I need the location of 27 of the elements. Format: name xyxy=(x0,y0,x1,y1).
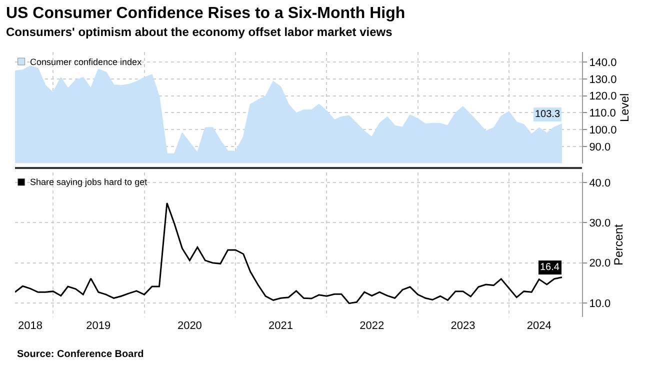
legend-label: Share saying jobs hard to get xyxy=(30,177,148,187)
y-tick-label: 120.0 xyxy=(589,90,617,103)
x-tick-label: 2022 xyxy=(360,320,384,332)
y-axis-title: Level xyxy=(618,93,632,122)
y-tick-label: 140.0 xyxy=(589,56,617,69)
y-tick-label: 90.0 xyxy=(589,141,611,154)
y-tick-label: 30.0 xyxy=(589,218,611,230)
y-tick-label: 20.0 xyxy=(589,258,611,270)
x-tick-label: 2018 xyxy=(18,320,42,332)
data-label: 103.3 xyxy=(535,109,560,120)
y-tick-label: 100.0 xyxy=(589,124,617,136)
data-label: 16.4 xyxy=(540,262,560,273)
y-tick-label: 40.0 xyxy=(589,177,611,190)
y-axis-title: Percent xyxy=(612,223,626,266)
y-tick-label: 10.0 xyxy=(589,298,611,310)
x-tick-label: 2021 xyxy=(268,320,294,332)
chart-subtitle: Consumers' optimism about the economy offset labor market views xyxy=(6,25,393,39)
x-tick-label: 2024 xyxy=(526,320,552,332)
chart-title: US Consumer Confidence Rises to a Six-Month High xyxy=(6,5,406,22)
y-tick-label: 110.0 xyxy=(589,108,616,120)
source-note: Source: Conference Board xyxy=(17,349,144,360)
legend-label: Consumer confidence index xyxy=(30,57,142,67)
line-series xyxy=(15,202,563,304)
x-tick-label: 2023 xyxy=(450,320,476,332)
y-tick-label: 130.0 xyxy=(589,74,617,86)
x-tick-label: 2019 xyxy=(86,320,111,332)
x-tick-label: 2020 xyxy=(177,320,202,332)
